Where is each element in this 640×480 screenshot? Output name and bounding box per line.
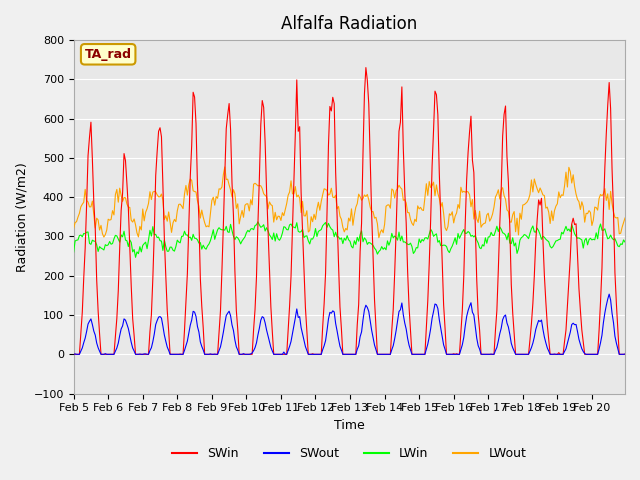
Title: Alfalfa Radiation: Alfalfa Radiation bbox=[281, 15, 417, 33]
Text: TA_rad: TA_rad bbox=[84, 48, 132, 61]
Legend: SWin, SWout, LWin, LWout: SWin, SWout, LWin, LWout bbox=[168, 442, 531, 465]
Y-axis label: Radiation (W/m2): Radiation (W/m2) bbox=[15, 162, 28, 272]
X-axis label: Time: Time bbox=[334, 419, 365, 432]
